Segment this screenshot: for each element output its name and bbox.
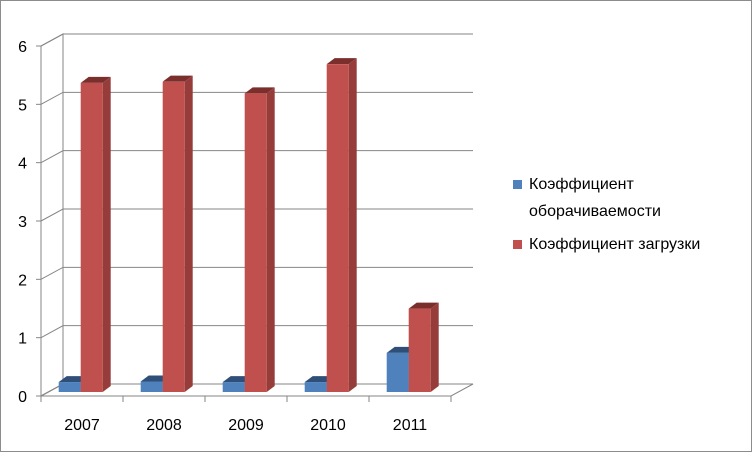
y-tick-label: 2 <box>18 272 27 289</box>
x-tick-label: 2008 <box>146 417 182 434</box>
gridline <box>40 33 473 47</box>
x-tick-label: 2010 <box>310 417 346 434</box>
bar-load-2008 <box>162 81 185 393</box>
bar-load-2010 <box>326 64 349 392</box>
y-tick-label: 1 <box>18 331 27 348</box>
legend-swatch-load <box>513 240 522 249</box>
bar-turnover-2008 <box>140 381 163 392</box>
y-tick-label: 0 <box>18 389 27 406</box>
bar-load-2009 <box>244 93 267 392</box>
y-tick-label: 3 <box>18 214 27 231</box>
bar-turnover-2011 <box>386 352 409 392</box>
bar-side-load-2008 <box>184 75 193 393</box>
y-tick-label: 5 <box>18 97 27 114</box>
bar-top-load-2008 <box>162 75 193 82</box>
legend: Коэффициент оборачиваемости Коэффициент … <box>513 171 749 264</box>
bar-top-load-2010 <box>326 58 357 65</box>
legend-swatch-turnover <box>513 180 522 189</box>
legend-item-turnover: Коэффициент оборачиваемости <box>513 171 749 225</box>
bar-turnover-2010 <box>304 382 327 392</box>
bar-side-load-2007 <box>102 76 111 392</box>
bar-side-load-2009 <box>266 87 275 392</box>
x-tick-label: 2007 <box>64 417 100 434</box>
bar-turnover-2007 <box>58 382 81 392</box>
bar-turnover-2009 <box>222 382 245 392</box>
bar-load-2007 <box>80 82 103 392</box>
x-tick-label: 2009 <box>228 417 264 434</box>
y-tick-label: 6 <box>18 39 27 56</box>
bar-top-load-2011 <box>408 302 439 309</box>
legend-label-turnover-line1: Коэффициент <box>529 176 634 193</box>
legend-label-turnover-line2: оборачиваемости <box>529 203 661 220</box>
bar-load-2011 <box>408 308 431 392</box>
bar-top-load-2007 <box>80 76 111 83</box>
bar-side-load-2011 <box>430 302 439 392</box>
x-tick-label: 2011 <box>393 417 428 434</box>
bar-side-load-2010 <box>348 58 357 393</box>
y-tick-label: 4 <box>18 156 27 173</box>
legend-label-load: Коэффициент загрузки <box>529 236 701 253</box>
bar-top-load-2009 <box>244 87 275 94</box>
legend-item-load: Коэффициент загрузки <box>513 231 749 258</box>
